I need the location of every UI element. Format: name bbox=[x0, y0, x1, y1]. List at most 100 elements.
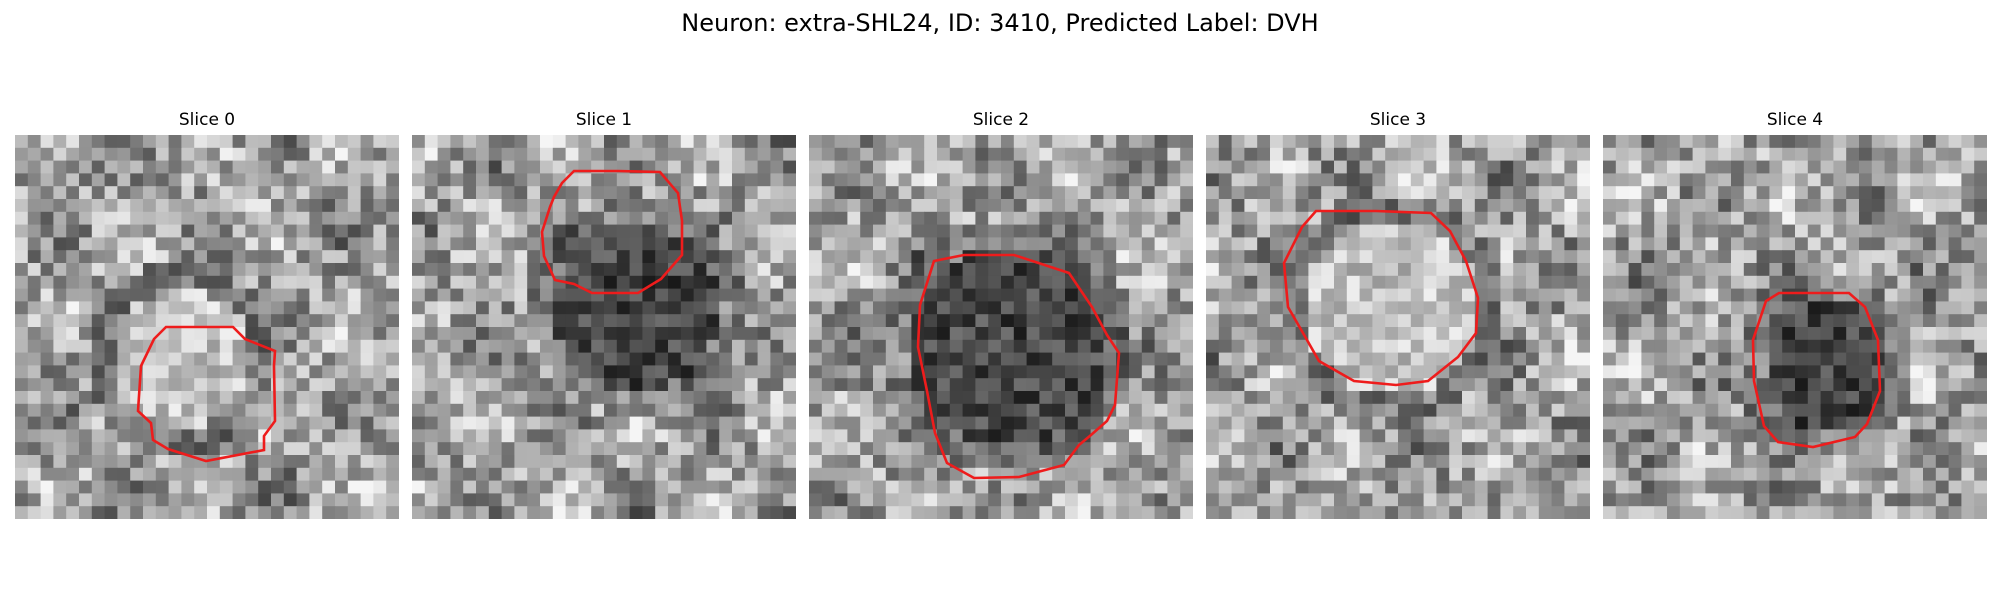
slice-pixel bbox=[1859, 173, 1873, 187]
slice-pixel bbox=[1692, 160, 1706, 174]
slice-pixel bbox=[437, 147, 451, 161]
slice-pixel bbox=[680, 352, 694, 366]
slice-pixel bbox=[1423, 467, 1437, 481]
slice-pixel bbox=[1705, 339, 1719, 353]
slice-pixel bbox=[463, 352, 477, 366]
slice-pixel bbox=[450, 327, 464, 341]
slice-pixel bbox=[1564, 314, 1578, 328]
slice-pixel bbox=[1807, 275, 1821, 289]
slice-pixel bbox=[1731, 211, 1745, 225]
slice-pixel bbox=[283, 173, 297, 187]
slice-pixel bbox=[680, 186, 694, 200]
slice-pixel bbox=[1359, 199, 1373, 213]
slice-pixel bbox=[1538, 275, 1552, 289]
slice-pixel bbox=[693, 506, 707, 519]
slice-pixel bbox=[1615, 301, 1629, 315]
slice-pixel bbox=[1346, 173, 1360, 187]
slice-pixel bbox=[1513, 506, 1527, 519]
slice-pixel bbox=[1615, 506, 1629, 519]
slice-pixel bbox=[1026, 480, 1040, 494]
slice-pixel bbox=[1667, 301, 1681, 315]
slice-pixel bbox=[1731, 173, 1745, 187]
slice-pixel bbox=[924, 224, 938, 238]
slice-pixel bbox=[1526, 391, 1540, 405]
slice-pixel bbox=[1116, 263, 1130, 277]
slice-pixel bbox=[91, 237, 105, 251]
slice-pixel bbox=[719, 250, 733, 264]
slice-pixel bbox=[91, 288, 105, 302]
slice-pixel bbox=[27, 467, 41, 481]
slice-pixel bbox=[66, 442, 80, 456]
slice-pixel bbox=[1718, 416, 1732, 430]
slice-pixel bbox=[91, 211, 105, 225]
slice-pixel bbox=[616, 467, 630, 481]
slice-pixel bbox=[757, 429, 771, 443]
slice-pixel bbox=[1526, 352, 1540, 366]
slice-pixel bbox=[668, 442, 682, 456]
slice-pixel bbox=[1513, 493, 1527, 507]
slice-pixel bbox=[1116, 339, 1130, 353]
slice-pixel bbox=[1103, 391, 1117, 405]
slice-pixel bbox=[988, 301, 1002, 315]
slice-pixel bbox=[860, 211, 874, 225]
slice-pixel bbox=[962, 352, 976, 366]
slice-pixel bbox=[424, 391, 438, 405]
slice-pixel bbox=[1116, 186, 1130, 200]
slice-pixel bbox=[271, 442, 285, 456]
slice-pixel bbox=[911, 263, 925, 277]
slice-pixel bbox=[1052, 403, 1066, 417]
slice-pixel bbox=[1013, 339, 1027, 353]
slice-pixel bbox=[1564, 391, 1578, 405]
slice-pixel bbox=[1321, 275, 1335, 289]
slice-pixel bbox=[207, 237, 221, 251]
slice-pixel bbox=[1910, 288, 1924, 302]
slice-pixel bbox=[873, 263, 887, 277]
slice-pixel bbox=[1077, 480, 1091, 494]
slice-pixel bbox=[1231, 314, 1245, 328]
slice-pixel bbox=[53, 391, 67, 405]
slice-pixel bbox=[693, 288, 707, 302]
slice-pixel bbox=[1884, 275, 1898, 289]
slice-pixel bbox=[1321, 160, 1335, 174]
slice-pixel bbox=[1871, 467, 1885, 481]
slice-pixel bbox=[732, 403, 746, 417]
slice-pixel bbox=[616, 186, 630, 200]
slice-pixel bbox=[783, 327, 796, 341]
slice-pixel bbox=[66, 250, 80, 264]
slice-pixel bbox=[847, 378, 861, 392]
slice-pixel bbox=[347, 365, 361, 379]
slice-pixel bbox=[373, 391, 387, 405]
slice-pixel bbox=[168, 378, 182, 392]
slice-pixel bbox=[1487, 442, 1501, 456]
slice-pixel bbox=[91, 160, 105, 174]
slice-pixel bbox=[1910, 352, 1924, 366]
slice-pixel bbox=[194, 352, 208, 366]
slice-pixel bbox=[873, 442, 887, 456]
slice-pixel bbox=[40, 199, 54, 213]
slice-pixel bbox=[1334, 250, 1348, 264]
slice-pixel bbox=[1154, 467, 1168, 481]
slice-pixel bbox=[1513, 237, 1527, 251]
slice-pixel bbox=[540, 352, 554, 366]
slice-pixel bbox=[1244, 506, 1258, 519]
slice-pixel bbox=[1641, 147, 1655, 161]
slice-pixel bbox=[1398, 224, 1412, 238]
slice-pixel bbox=[1141, 506, 1155, 519]
slice-pixel bbox=[335, 506, 349, 519]
slice-pixel bbox=[1462, 403, 1476, 417]
slice-pixel bbox=[1334, 263, 1348, 277]
slice-pixel bbox=[1410, 160, 1424, 174]
slice-pixel bbox=[1052, 429, 1066, 443]
slice-pixel bbox=[1436, 263, 1450, 277]
slice-pixel bbox=[335, 391, 349, 405]
slice-pixel bbox=[655, 186, 669, 200]
slice-pixel bbox=[552, 442, 566, 456]
slice-pixel bbox=[296, 429, 310, 443]
slice-pixel bbox=[860, 327, 874, 341]
slice-pixel bbox=[53, 378, 67, 392]
slice-pixel bbox=[424, 301, 438, 315]
slice-pixel bbox=[1846, 442, 1860, 456]
slice-pixel bbox=[1052, 288, 1066, 302]
slice-pixel bbox=[1436, 378, 1450, 392]
slice-pixel bbox=[783, 301, 796, 315]
